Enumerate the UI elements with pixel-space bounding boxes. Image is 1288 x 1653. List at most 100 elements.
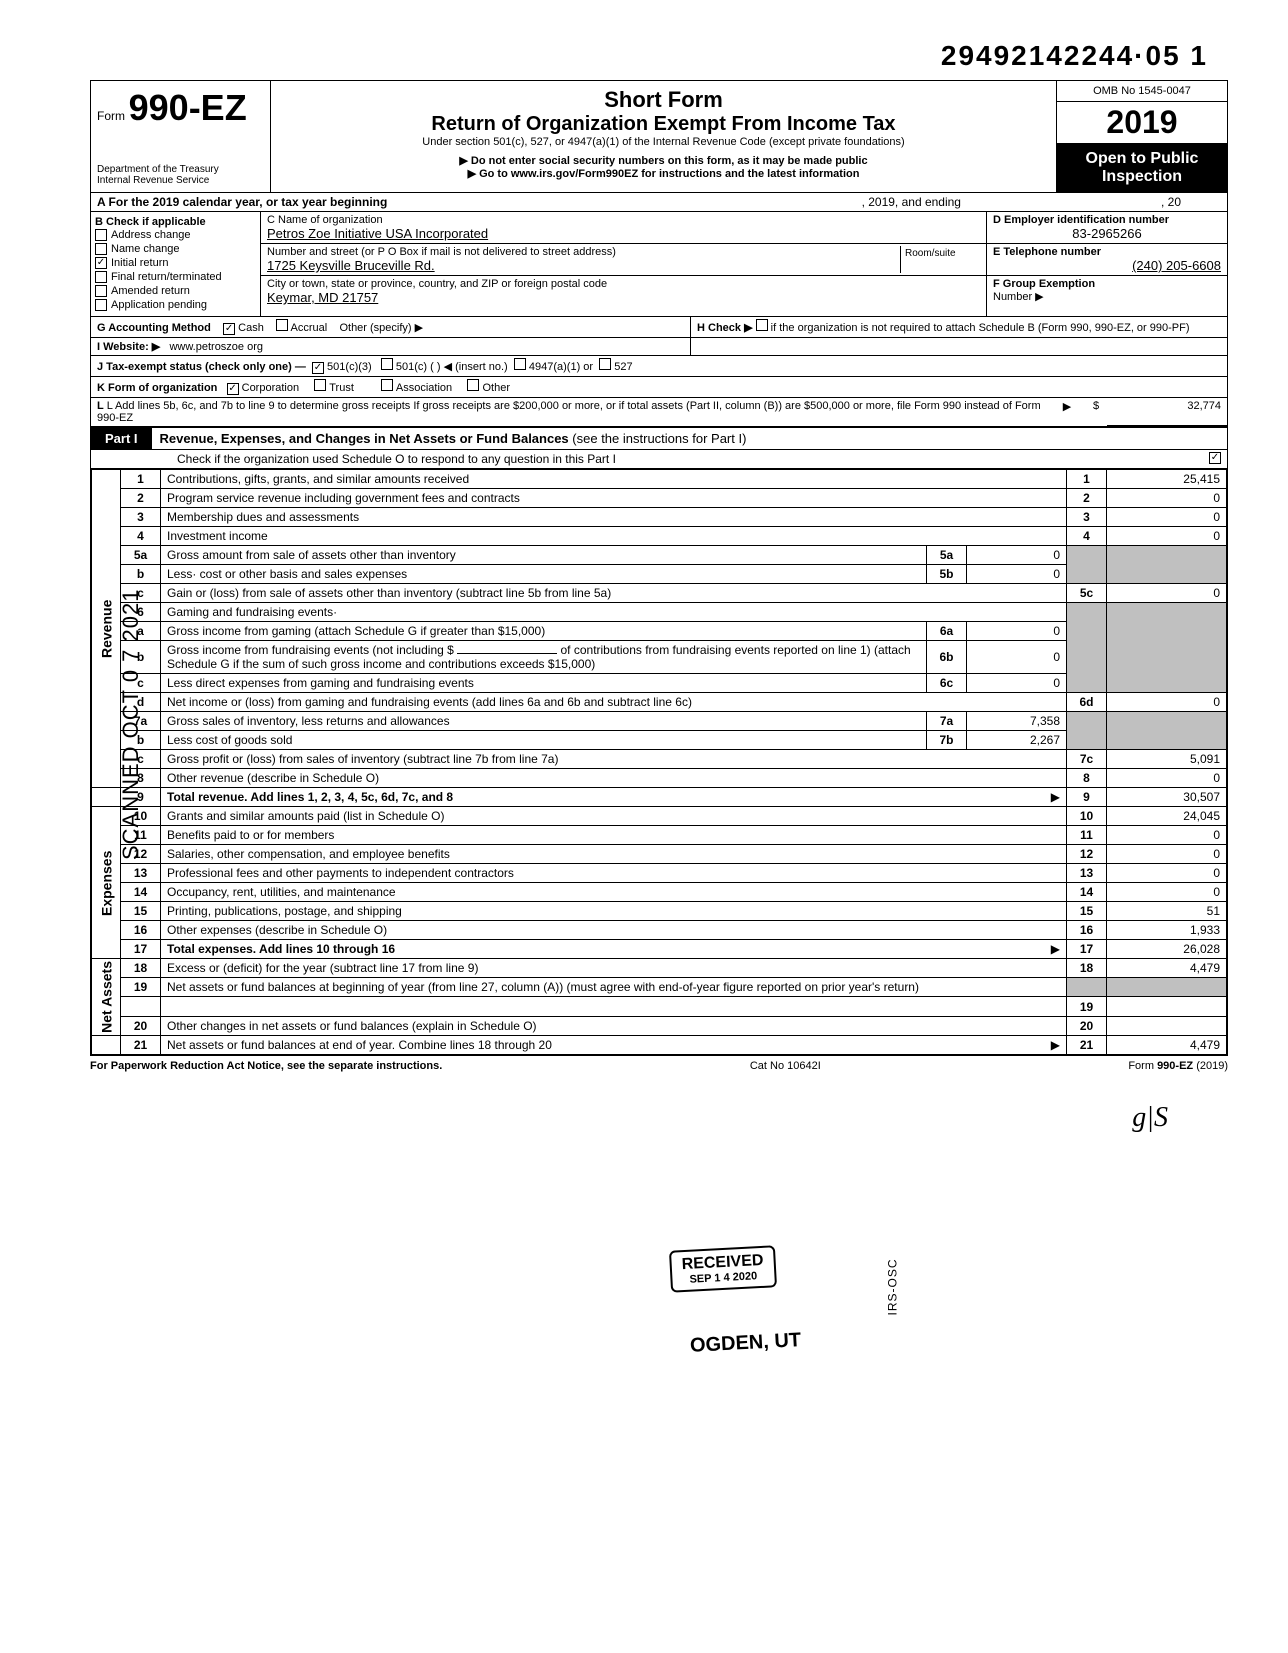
vert-netassets: Net Assets (92, 959, 121, 1036)
h-text: if the organization is not required to a… (771, 322, 1190, 334)
form-warning-url: ▶ Go to www.irs.gov/Form990EZ for instru… (281, 167, 1046, 180)
line5b-lab: 5b (927, 565, 967, 584)
line4-desc: Investment income (161, 527, 1067, 546)
lbl-cash: Cash (238, 322, 264, 334)
cb-501c3[interactable]: ✓ (312, 362, 324, 374)
org-address: 1725 Keysville Bruceville Rd. (267, 258, 900, 273)
footer-right-year: (2019) (1196, 1060, 1228, 1072)
line19-val (1107, 997, 1227, 1016)
c-addr-label: Number and street (or P O Box if mail is… (267, 246, 900, 258)
lbl-527: 527 (614, 361, 632, 373)
line12-desc: Salaries, other compensation, and employ… (161, 845, 1067, 864)
line9-val: 30,507 (1107, 788, 1227, 807)
footer-mid: Cat No 10642I (750, 1060, 821, 1072)
cb-527[interactable] (599, 358, 611, 370)
line7b-lab: 7b (927, 731, 967, 750)
omb-number: OMB No 1545-0047 (1057, 81, 1227, 102)
lbl-name-change: Name change (111, 243, 180, 255)
form-title-main: Return of Organization Exempt From Incom… (281, 113, 1046, 136)
line6b-lab: 6b (927, 641, 967, 674)
cb-name-change[interactable] (95, 243, 107, 255)
cb-trust[interactable] (314, 379, 326, 391)
line21-desc: Net assets or fund balances at end of ye… (167, 1038, 552, 1052)
scanned-stamp: SCANNED OCT 0 7 2021 (118, 589, 144, 860)
entity-block: B Check if applicable Address change Nam… (91, 212, 1227, 317)
row-k: K Form of organization ✓ Corporation Tru… (91, 377, 1227, 398)
line4-val: 0 (1107, 527, 1227, 546)
line7c-val: 5,091 (1107, 750, 1227, 769)
cb-accrual[interactable] (276, 319, 288, 331)
j-label: J Tax-exempt status (check only one) — (97, 361, 306, 373)
f-label2: Number ▶ (993, 290, 1221, 303)
line-a: A For the 2019 calendar year, or tax yea… (91, 193, 1227, 212)
line20-desc: Other changes in net assets or fund bala… (161, 1016, 1067, 1035)
part1-title: Revenue, Expenses, and Changes in Net As… (160, 431, 569, 446)
k-label: K Form of organization (97, 382, 217, 394)
line1-val: 25,415 (1107, 470, 1227, 489)
part1-table: Revenue 1 Contributions, gifts, grants, … (91, 469, 1227, 1055)
line7a-desc: Gross sales of inventory, less returns a… (161, 712, 927, 731)
line-a-mid: , 2019, and ending (862, 195, 961, 209)
line6b-pre: Gross income from fundraising events (no… (167, 643, 454, 657)
stamp-ogden: OGDEN, UT (689, 1329, 801, 1358)
lbl-accrual: Accrual (291, 322, 328, 334)
line9-desc: Total revenue. Add lines 1, 2, 3, 4, 5c,… (167, 790, 453, 804)
line8-desc: Other revenue (describe in Schedule O) (161, 769, 1067, 788)
website: www.petroszoe org (169, 341, 263, 353)
line6a-val: 0 (967, 622, 1067, 641)
line5c-val: 0 (1107, 584, 1227, 603)
lbl-amended-return: Amended return (111, 285, 190, 297)
line17-val: 26,028 (1107, 940, 1227, 959)
line-a-label: A For the 2019 calendar year, or tax yea… (97, 195, 387, 209)
cb-h[interactable] (756, 319, 768, 331)
line3-desc: Membership dues and assessments (161, 508, 1067, 527)
line6c-val: 0 (967, 674, 1067, 693)
cb-501c[interactable] (381, 358, 393, 370)
line15-desc: Printing, publications, postage, and shi… (161, 902, 1067, 921)
lbl-501c3: 501(c)(3) (327, 361, 372, 373)
row-j: J Tax-exempt status (check only one) — ✓… (91, 356, 1227, 377)
cb-initial-return[interactable]: ✓ (95, 257, 107, 269)
lbl-assoc: Association (396, 382, 452, 394)
line21-arrow: ▶ (1051, 1038, 1060, 1052)
open-to-public: Open to Public Inspection (1057, 144, 1227, 192)
cb-k-other[interactable] (467, 379, 479, 391)
footer-right-form: 990-EZ (1157, 1060, 1193, 1072)
line2-val: 0 (1107, 489, 1227, 508)
vert-revenue: Revenue (92, 470, 121, 788)
handwritten-signature: g|S (90, 1072, 1228, 1134)
cb-final-return[interactable] (95, 271, 107, 283)
form-number: 990-EZ (129, 87, 247, 128)
open-public-line1: Open to Public (1063, 150, 1221, 168)
line6c-lab: 6c (927, 674, 967, 693)
footer: For Paperwork Reduction Act Notice, see … (90, 1056, 1228, 1072)
line7b-desc: Less cost of goods sold (161, 731, 927, 750)
cb-address-change[interactable] (95, 229, 107, 241)
line3-val: 0 (1107, 508, 1227, 527)
line6b-desc: Gross income from fundraising events (no… (161, 641, 927, 674)
cb-cash[interactable]: ✓ (223, 323, 235, 335)
vert-expenses: Expenses (92, 807, 121, 959)
cb-4947[interactable] (514, 358, 526, 370)
col-d-right: D Employer identification number 83-2965… (987, 212, 1227, 316)
line7a-lab: 7a (927, 712, 967, 731)
part1-check-text: Check if the organization used Schedule … (97, 452, 1209, 466)
line1-desc: Contributions, gifts, grants, and simila… (167, 472, 469, 486)
part1-label: Part I (91, 428, 152, 449)
cb-corp[interactable]: ✓ (227, 383, 239, 395)
room-suite-label: Room/suite (900, 246, 980, 273)
line21-val: 4,479 (1107, 1035, 1227, 1054)
part1-checkline: Check if the organization used Schedule … (91, 450, 1227, 469)
lbl-trust: Trust (329, 382, 354, 394)
g-label: G Accounting Method (97, 322, 211, 334)
lbl-insert: ) ◀ (insert no.) (437, 361, 508, 373)
line5b-val: 0 (967, 565, 1067, 584)
cb-amended-return[interactable] (95, 285, 107, 297)
cb-app-pending[interactable] (95, 299, 107, 311)
line18-desc: Excess or (deficit) for the year (subtra… (161, 959, 1067, 978)
cb-schedule-o[interactable]: ✓ (1209, 452, 1221, 464)
line9-arrow: ▶ (1051, 790, 1060, 804)
cb-assoc[interactable] (381, 379, 393, 391)
line5a-lab: 5a (927, 546, 967, 565)
line18-val: 4,479 (1107, 959, 1227, 978)
